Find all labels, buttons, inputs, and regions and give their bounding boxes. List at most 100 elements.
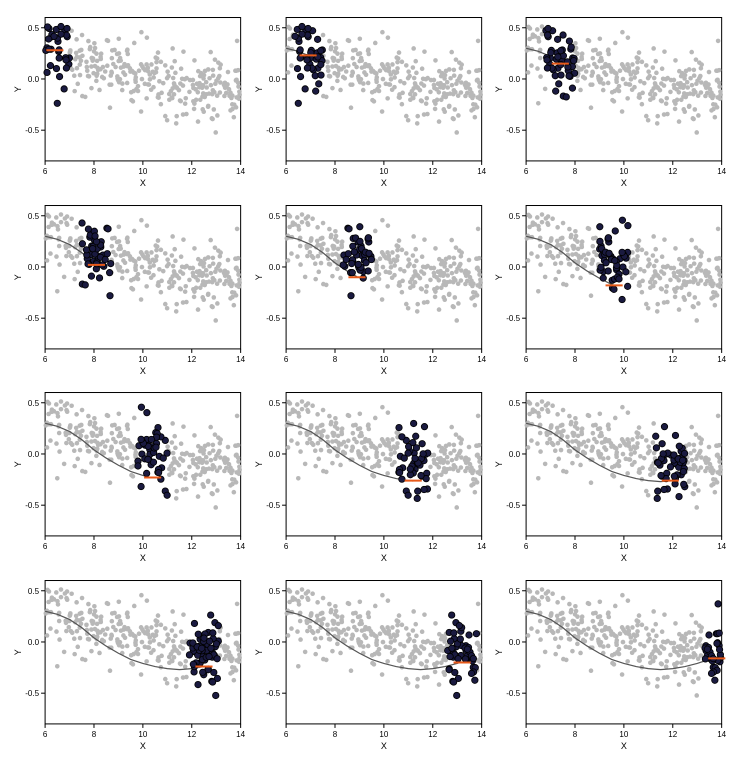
smooth-curve xyxy=(286,611,462,669)
x-tick-label: 14 xyxy=(718,729,727,738)
x-tick-label: 14 xyxy=(236,542,245,551)
x-tick-label: 8 xyxy=(332,354,337,363)
x-tick-label: 8 xyxy=(332,542,337,551)
x-axis-label: X xyxy=(621,178,627,188)
y-axis-label: Y xyxy=(254,86,264,92)
x-axis-label: X xyxy=(140,178,146,188)
scatter-panel: 68101214-0.50.00.5XY xyxy=(10,385,247,569)
scatter-panel: 68101214-0.50.00.5XY xyxy=(251,10,488,194)
x-tick-label: 8 xyxy=(573,354,578,363)
panel-cell: 68101214-0.50.00.5XY xyxy=(491,385,728,569)
x-tick-label: 6 xyxy=(43,729,48,738)
x-tick-label: 8 xyxy=(332,167,337,176)
x-tick-label: 12 xyxy=(428,729,437,738)
panel-cell: 68101214-0.50.00.5XY xyxy=(251,385,488,569)
background-points xyxy=(525,587,704,698)
y-tick-label: -0.5 xyxy=(266,314,280,323)
panel-cell: 68101214-0.50.00.5XY xyxy=(10,385,247,569)
x-tick-label: 10 xyxy=(379,542,388,551)
background-points xyxy=(67,28,241,134)
background-points xyxy=(44,212,242,323)
scatter-panel: 68101214-0.50.00.5XY xyxy=(10,573,247,757)
panel-cell: 68101214-0.50.00.5XY xyxy=(10,10,247,194)
x-tick-label: 14 xyxy=(718,167,727,176)
x-tick-label: 10 xyxy=(620,542,629,551)
x-axis-label: X xyxy=(621,553,627,563)
x-tick-label: 12 xyxy=(428,542,437,551)
y-tick-label: 0.0 xyxy=(509,637,521,646)
x-tick-label: 14 xyxy=(236,354,245,363)
x-tick-label: 12 xyxy=(187,729,196,738)
y-tick-label: -0.5 xyxy=(25,689,39,698)
highlighted-points xyxy=(135,404,171,498)
y-tick-label: -0.5 xyxy=(507,501,521,510)
y-axis-label: Y xyxy=(254,461,264,467)
y-tick-label: 0.5 xyxy=(509,399,521,408)
y-axis-label: Y xyxy=(254,649,264,655)
x-tick-label: 12 xyxy=(187,542,196,551)
scatter-panel: 68101214-0.50.00.5XY xyxy=(491,573,728,757)
y-tick-label: -0.5 xyxy=(507,126,521,135)
y-tick-label: -0.5 xyxy=(266,689,280,698)
x-axis-label: X xyxy=(140,553,146,563)
highlighted-points xyxy=(444,611,479,698)
x-axis-label: X xyxy=(140,365,146,375)
y-tick-label: -0.5 xyxy=(266,126,280,135)
y-tick-label: 0.0 xyxy=(509,262,521,271)
x-tick-label: 12 xyxy=(669,542,678,551)
panel-cell: 68101214-0.50.00.5XY xyxy=(10,198,247,382)
x-tick-label: 12 xyxy=(187,167,196,176)
y-axis-label: Y xyxy=(13,461,23,467)
panel-cell: 68101214-0.50.00.5XY xyxy=(491,573,728,757)
x-tick-label: 12 xyxy=(669,354,678,363)
background-points xyxy=(284,399,482,510)
y-tick-label: -0.5 xyxy=(507,314,521,323)
highlighted-points xyxy=(186,611,221,698)
x-tick-label: 8 xyxy=(92,729,97,738)
y-tick-label: 0.0 xyxy=(28,262,40,271)
scatter-panel: 68101214-0.50.00.5XY xyxy=(10,10,247,194)
y-tick-label: -0.5 xyxy=(25,314,39,323)
y-tick-label: 0.0 xyxy=(509,75,521,84)
x-tick-label: 12 xyxy=(669,167,678,176)
scatter-panel: 68101214-0.50.00.5XY xyxy=(10,198,247,382)
y-tick-label: 0.0 xyxy=(269,262,281,271)
y-tick-label: -0.5 xyxy=(507,689,521,698)
panel-cell: 68101214-0.50.00.5XY xyxy=(251,573,488,757)
x-tick-label: 6 xyxy=(284,354,289,363)
y-axis-label: Y xyxy=(494,274,504,280)
y-tick-label: 0.0 xyxy=(28,637,40,646)
scatter-panel: 68101214-0.50.00.5XY xyxy=(491,198,728,382)
x-tick-label: 8 xyxy=(92,167,97,176)
y-tick-label: -0.5 xyxy=(25,126,39,135)
x-tick-label: 6 xyxy=(284,729,289,738)
x-tick-label: 10 xyxy=(138,542,147,551)
x-tick-label: 6 xyxy=(524,542,529,551)
highlighted-points xyxy=(653,423,688,501)
background-points xyxy=(525,399,723,510)
x-axis-label: X xyxy=(381,553,387,563)
x-tick-label: 12 xyxy=(428,167,437,176)
x-tick-label: 10 xyxy=(379,167,388,176)
x-tick-label: 12 xyxy=(187,354,196,363)
y-tick-label: 0.5 xyxy=(509,211,521,220)
x-tick-label: 8 xyxy=(92,542,97,551)
x-tick-label: 6 xyxy=(43,542,48,551)
x-tick-label: 6 xyxy=(524,729,529,738)
x-tick-label: 14 xyxy=(477,167,486,176)
x-tick-label: 14 xyxy=(236,167,245,176)
x-tick-label: 14 xyxy=(477,542,486,551)
x-tick-label: 12 xyxy=(428,354,437,363)
y-tick-label: 0.5 xyxy=(28,211,40,220)
x-axis-label: X xyxy=(621,365,627,375)
x-axis-label: X xyxy=(381,365,387,375)
x-tick-label: 14 xyxy=(236,729,245,738)
highlighted-points xyxy=(340,223,375,298)
scatter-panel: 68101214-0.50.00.5XY xyxy=(251,385,488,569)
x-tick-label: 6 xyxy=(43,354,48,363)
highlighted-points xyxy=(291,23,325,106)
x-tick-label: 14 xyxy=(718,542,727,551)
y-tick-label: 0.5 xyxy=(28,586,40,595)
y-tick-label: -0.5 xyxy=(266,501,280,510)
x-tick-label: 8 xyxy=(573,729,578,738)
